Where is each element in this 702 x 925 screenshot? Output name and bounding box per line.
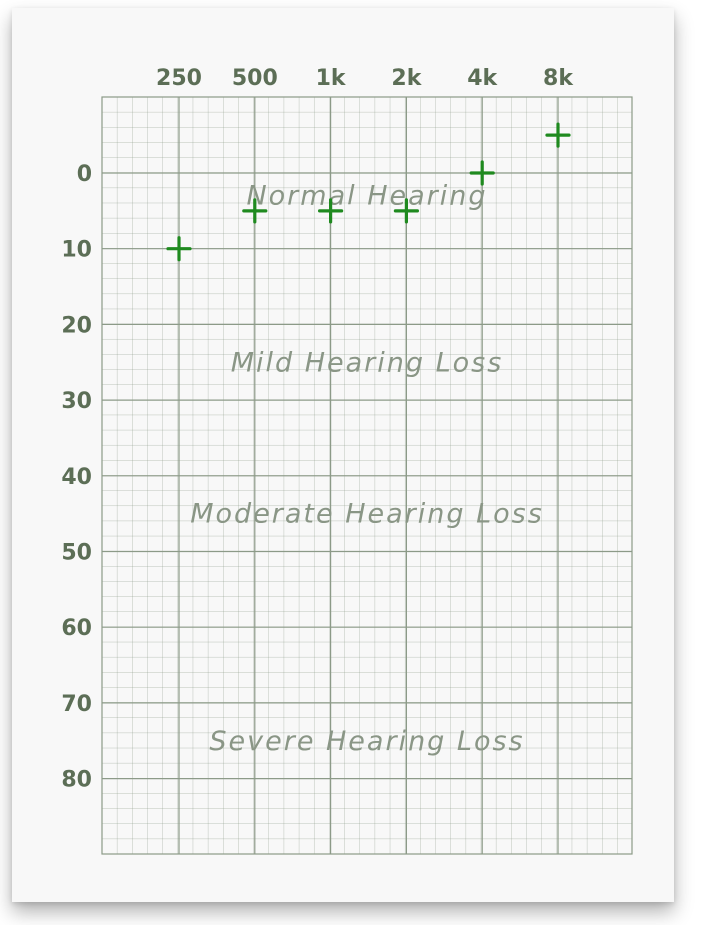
zone-label: Mild Hearing Loss bbox=[231, 347, 504, 378]
audiogram-paper bbox=[12, 8, 674, 902]
plot-frame bbox=[101, 96, 633, 855]
y-tick-label: 70 bbox=[61, 692, 92, 717]
x-tick-label: 8k bbox=[543, 66, 574, 91]
data-point-marker bbox=[545, 122, 571, 148]
y-tick-label: 80 bbox=[61, 768, 92, 793]
data-point-marker bbox=[469, 160, 495, 186]
y-tick-label: 10 bbox=[61, 238, 92, 263]
zone-label: Normal Hearing bbox=[246, 181, 487, 212]
y-tick-label: 40 bbox=[61, 465, 92, 490]
zone-labels: Normal Hearing Mild Hearing Loss Moderate … bbox=[190, 181, 544, 757]
y-tick-label: 30 bbox=[61, 389, 92, 414]
y-tick-label: 50 bbox=[61, 541, 92, 566]
x-tick-label: 1k bbox=[316, 66, 347, 91]
zone-label: Severe Hearing Loss bbox=[209, 726, 524, 757]
data-point-marker bbox=[166, 236, 192, 262]
x-tick-label: 2k bbox=[391, 66, 422, 91]
y-tick-label: 20 bbox=[61, 313, 92, 338]
x-tick-labels: 250 500 1k 2k 4k 8k bbox=[156, 66, 574, 91]
x-tick-label: 250 bbox=[156, 66, 202, 91]
x-tick-label: 4k bbox=[467, 66, 498, 91]
data-markers bbox=[166, 122, 571, 262]
y-tick-label: 0 bbox=[77, 162, 92, 187]
x-tick-label: 500 bbox=[232, 66, 278, 91]
y-tick-label: 60 bbox=[61, 616, 92, 641]
zone-label: Moderate Hearing Loss bbox=[190, 499, 544, 530]
data-point-marker bbox=[318, 198, 344, 224]
data-point-marker bbox=[393, 198, 419, 224]
y-tick-labels: 0 10 20 30 40 50 60 70 80 bbox=[61, 162, 92, 793]
data-point-marker bbox=[242, 198, 268, 224]
